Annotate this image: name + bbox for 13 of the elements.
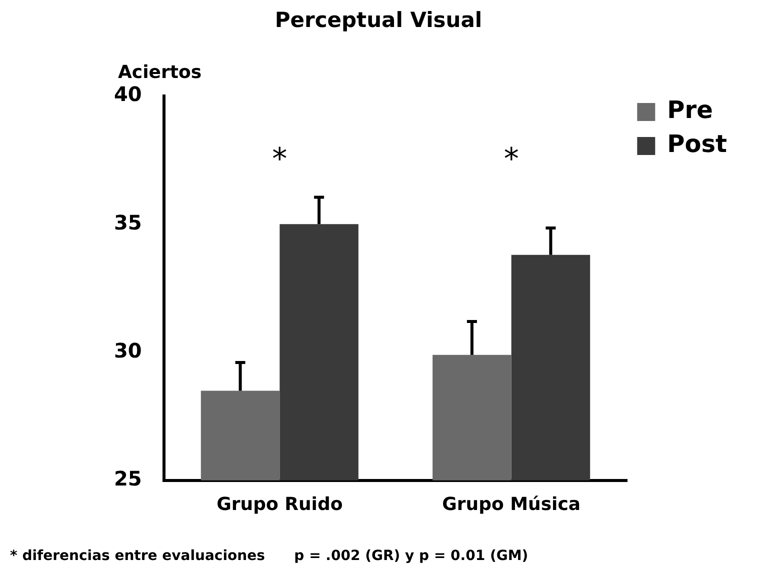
- y-tick-label: 40: [114, 82, 142, 106]
- y-axis-title: Aciertos: [118, 62, 202, 83]
- y-tick-label: 35: [114, 210, 142, 234]
- x-tick-label: Grupo Música: [442, 494, 581, 515]
- legend-label: Post: [667, 130, 728, 158]
- text: * diferencias entre evaluaciones p = .002 (GR) y p = 0.01 (GM): [10, 548, 528, 564]
- legend-label: Pre: [667, 96, 713, 124]
- y-tick-label: 25: [114, 466, 142, 491]
- annotation: *: [272, 142, 288, 178]
- chart-title: Perceptual Visual: [274, 8, 484, 32]
- annotation: *: [504, 142, 519, 178]
- y-tick-label: 30: [114, 338, 142, 362]
- x-tick-label: Grupo Ruido: [216, 494, 343, 515]
